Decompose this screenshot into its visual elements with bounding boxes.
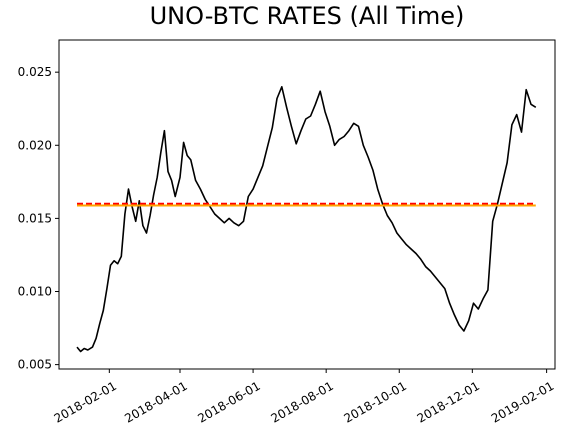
x-tick-label: 2018-10-01 (342, 379, 409, 426)
x-axis: 2018-02-01 2018-04-01 2018-06-01 2018-08-01… (52, 369, 556, 426)
x-tick-label: 2019-02-01 (489, 379, 556, 426)
y-tick-label: 0.005 (18, 358, 52, 372)
plot-lines (76, 86, 537, 353)
x-tick-label: 2018-04-01 (122, 379, 189, 426)
x-tick-label: 2018-08-01 (268, 379, 335, 426)
y-tick-label: 0.020 (18, 138, 52, 152)
y-tick-label: 0.025 (18, 65, 52, 79)
chart-title: UNO-BTC RATES (All Time) (149, 2, 465, 30)
y-tick-label: 0.010 (18, 285, 52, 299)
series-line-0 (76, 86, 537, 353)
y-axis: 0.005 0.010 0.015 0.020 0.025 (18, 65, 59, 372)
x-tick-label: 2018-06-01 (195, 379, 262, 426)
y-tick-label: 0.015 (18, 211, 52, 225)
x-tick-label: 2018-12-01 (415, 379, 482, 426)
plot-frame (58, 39, 556, 370)
x-tick-label: 2018-02-01 (52, 379, 119, 426)
